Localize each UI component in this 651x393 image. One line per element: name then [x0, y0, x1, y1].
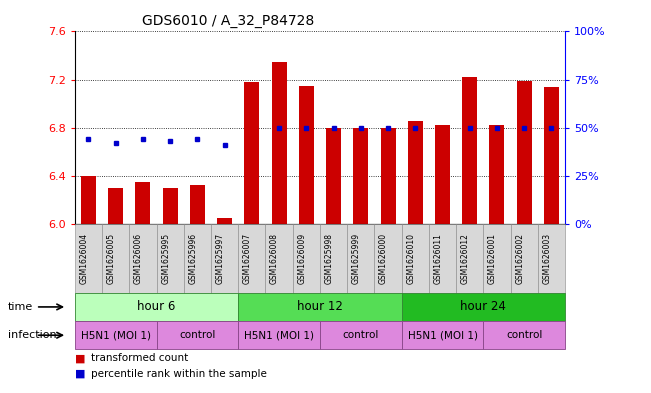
Text: ■: ■ — [75, 369, 85, 379]
Bar — [299, 86, 314, 224]
Text: percentile rank within the sample: percentile rank within the sample — [91, 369, 267, 379]
Bar — [217, 218, 232, 224]
Bar — [435, 125, 450, 224]
Bar — [135, 182, 150, 224]
Bar — [517, 81, 532, 224]
Text: GSM1626004: GSM1626004 — [79, 233, 89, 284]
Text: GSM1626003: GSM1626003 — [542, 233, 551, 284]
Text: GSM1626005: GSM1626005 — [107, 233, 116, 284]
Text: H5N1 (MOI 1): H5N1 (MOI 1) — [244, 330, 314, 340]
Bar — [163, 188, 178, 224]
Text: GSM1626012: GSM1626012 — [461, 233, 470, 284]
Bar — [81, 176, 96, 224]
Text: infection: infection — [8, 330, 57, 340]
Text: GSM1626009: GSM1626009 — [298, 233, 307, 284]
Text: GSM1626006: GSM1626006 — [134, 233, 143, 284]
Bar — [190, 185, 205, 224]
Text: GDS6010 / A_32_P84728: GDS6010 / A_32_P84728 — [142, 14, 314, 28]
Bar — [408, 121, 422, 224]
Text: GSM1626001: GSM1626001 — [488, 233, 497, 284]
Bar — [326, 128, 341, 224]
Text: GSM1626000: GSM1626000 — [379, 233, 388, 284]
Text: GSM1625999: GSM1625999 — [352, 233, 361, 284]
Bar — [271, 62, 286, 224]
Text: H5N1 (MOI 1): H5N1 (MOI 1) — [408, 330, 478, 340]
Text: GSM1626010: GSM1626010 — [406, 233, 415, 284]
Text: GSM1626011: GSM1626011 — [434, 233, 443, 284]
Text: hour 24: hour 24 — [460, 300, 506, 314]
Text: H5N1 (MOI 1): H5N1 (MOI 1) — [81, 330, 151, 340]
Bar — [244, 82, 259, 224]
Text: ■: ■ — [75, 353, 85, 363]
Bar — [490, 125, 505, 224]
Text: time: time — [8, 302, 33, 312]
Bar — [108, 188, 123, 224]
Text: transformed count: transformed count — [91, 353, 188, 363]
Bar — [462, 77, 477, 224]
Text: hour 6: hour 6 — [137, 300, 176, 314]
Text: GSM1626008: GSM1626008 — [270, 233, 279, 284]
Text: hour 12: hour 12 — [297, 300, 343, 314]
Text: control: control — [179, 330, 215, 340]
Text: control: control — [342, 330, 379, 340]
Text: control: control — [506, 330, 542, 340]
Text: GSM1625997: GSM1625997 — [215, 233, 225, 284]
Bar — [353, 128, 368, 224]
Text: GSM1625998: GSM1625998 — [325, 233, 333, 284]
Text: GSM1625995: GSM1625995 — [161, 233, 170, 284]
Bar — [381, 128, 396, 224]
Text: GSM1626007: GSM1626007 — [243, 233, 252, 284]
Text: GSM1625996: GSM1625996 — [188, 233, 197, 284]
Bar — [544, 87, 559, 224]
Text: GSM1626002: GSM1626002 — [515, 233, 524, 284]
